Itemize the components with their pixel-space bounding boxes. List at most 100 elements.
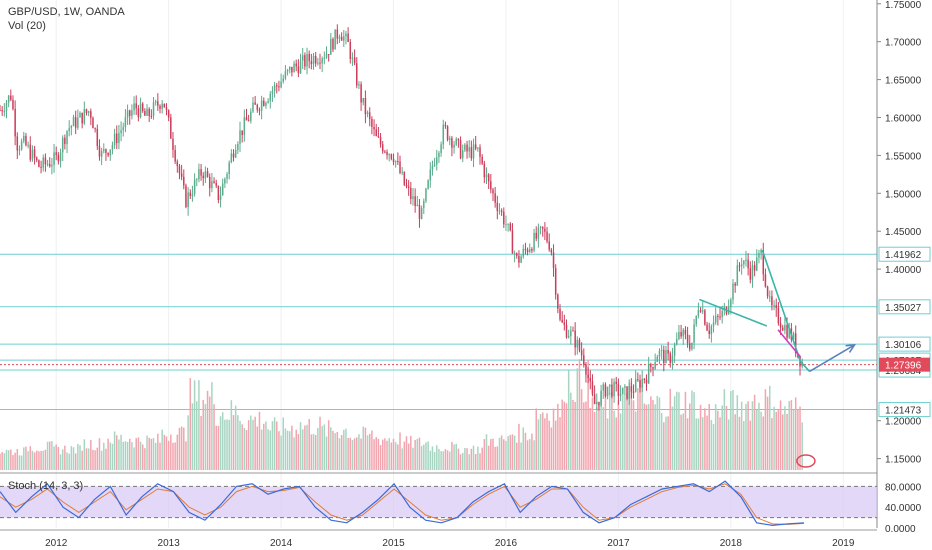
candle-body	[271, 90, 274, 94]
volume-bar	[537, 419, 540, 470]
candle-body	[717, 316, 719, 318]
volume-bar	[0, 453, 1, 470]
volume-bar	[578, 359, 581, 470]
candle-body	[615, 381, 617, 384]
volume-bar	[768, 385, 771, 470]
candle-body	[237, 143, 239, 150]
candle-body	[187, 192, 189, 208]
candle-body	[288, 66, 291, 70]
volume-bar	[405, 436, 408, 470]
volume-bar	[55, 444, 57, 470]
candle-body	[606, 386, 609, 397]
volume-bar	[608, 392, 611, 470]
volume-bar	[641, 382, 643, 470]
volume-bar	[345, 428, 347, 470]
volume-bar	[743, 421, 745, 470]
candle-body	[561, 319, 563, 323]
volume-bar	[83, 439, 86, 470]
candle-body	[671, 355, 674, 363]
volume-bar	[753, 394, 756, 470]
volume-bar	[511, 434, 514, 470]
candle-body	[472, 144, 475, 159]
volume-bar	[14, 452, 16, 470]
candle-body	[254, 102, 256, 105]
candle-body	[596, 401, 598, 405]
volume-bar	[528, 438, 531, 470]
volume-bar	[479, 453, 481, 470]
volume-bar	[401, 448, 403, 470]
volume-bar	[637, 388, 639, 470]
candle-body	[669, 353, 672, 363]
candle-body	[531, 249, 533, 251]
candle-body	[446, 126, 449, 140]
chart-title: GBP/USD, 1W, OANDA	[8, 6, 125, 18]
candle-body	[420, 207, 423, 219]
candle-body	[282, 78, 285, 82]
volume-bar	[59, 454, 62, 470]
volume-bar	[282, 417, 285, 470]
volume-bar	[723, 389, 726, 470]
volume-bar	[652, 400, 654, 470]
volume-bar	[617, 400, 620, 470]
volume-bar	[321, 426, 323, 470]
volume-bar	[719, 417, 721, 470]
candle-body	[468, 147, 470, 152]
volume-bar	[403, 441, 406, 470]
candle-body	[81, 112, 83, 124]
candle-body	[656, 356, 659, 363]
volume-bar	[336, 432, 339, 470]
volume-bar	[81, 450, 83, 470]
volume-bar	[185, 441, 187, 470]
volume-bar	[684, 391, 687, 470]
candle-body	[438, 152, 440, 158]
volume-bar	[180, 426, 183, 470]
candle-body	[174, 150, 176, 162]
volume-bar	[531, 433, 533, 470]
candle-body	[602, 384, 605, 391]
volume-bar	[433, 451, 436, 470]
candle-body	[185, 185, 187, 208]
volume-bar	[224, 419, 226, 470]
volume-bar	[74, 453, 77, 470]
price-tick-label: 1.15000	[885, 455, 922, 466]
volume-bar	[103, 442, 105, 470]
price-tick-label: 1.75000	[885, 0, 922, 11]
volume-bar	[691, 390, 693, 470]
volume-bar	[157, 433, 159, 470]
volume-bar	[241, 424, 243, 470]
volume-bar	[280, 435, 282, 470]
volume-bar	[386, 440, 388, 470]
candle-body	[14, 108, 16, 137]
volume-bar	[650, 396, 652, 470]
year-label: 2015	[382, 538, 405, 549]
volume-bar	[299, 422, 302, 470]
volume-bar	[500, 435, 503, 470]
volume-bar	[747, 401, 749, 470]
candle-body	[490, 181, 492, 190]
candle-body	[451, 138, 453, 148]
volume-bar	[10, 449, 12, 470]
volume-bar	[615, 417, 617, 470]
volume-bar	[200, 416, 202, 470]
candle-body	[170, 117, 172, 139]
candle-body	[31, 149, 34, 160]
volume-bar	[775, 411, 777, 470]
trend-line	[799, 361, 811, 372]
volume-bar	[90, 440, 92, 470]
candle-body	[459, 140, 462, 159]
candle-body	[516, 253, 518, 256]
volume-bar	[228, 419, 230, 470]
volume-bar	[109, 442, 112, 470]
trend-drawings	[699, 249, 857, 468]
volume-bar	[520, 442, 522, 470]
candle-body	[280, 81, 282, 88]
candle-body	[137, 108, 140, 118]
volume-bar	[518, 423, 520, 470]
volume-bar	[358, 434, 360, 470]
volume-bar	[505, 440, 507, 470]
candle-body	[407, 186, 410, 188]
volume-bar	[602, 407, 605, 470]
volume-bar	[349, 437, 352, 470]
volume-bar	[288, 431, 291, 470]
